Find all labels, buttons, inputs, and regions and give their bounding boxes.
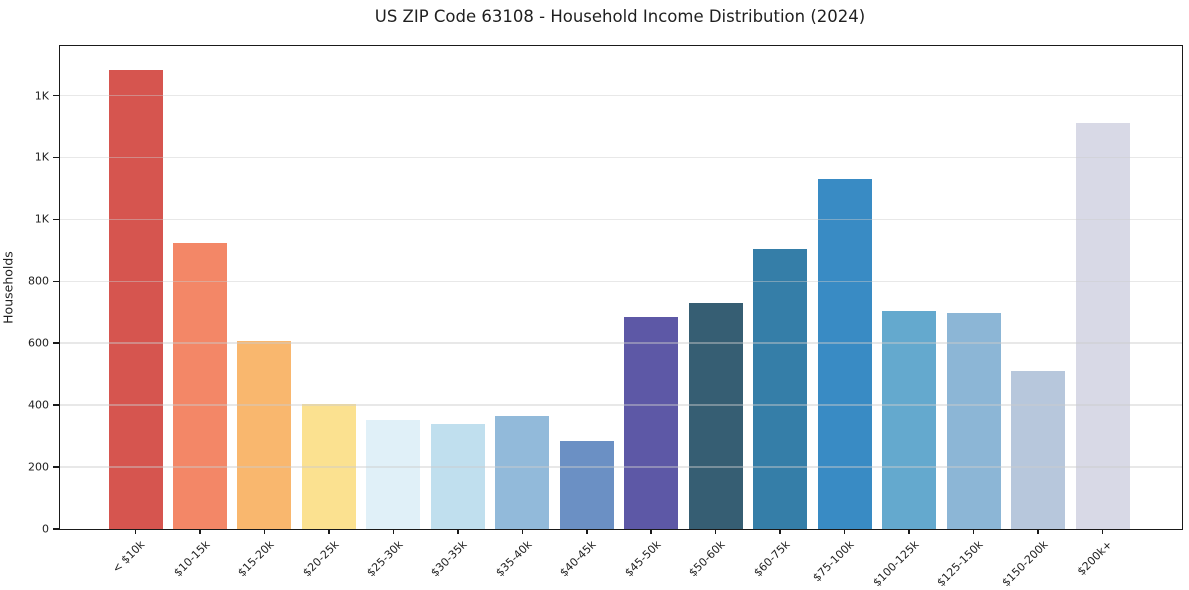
x-tick-label-text: $100-125k	[870, 538, 922, 590]
x-tick-mark	[199, 529, 201, 534]
bar	[1075, 122, 1130, 529]
y-tick-mark	[53, 528, 60, 530]
x-tick-mark	[1037, 529, 1039, 534]
x-tick-mark	[328, 529, 330, 534]
x-tick-label-text: $75-100k	[810, 538, 857, 585]
bar	[688, 302, 743, 529]
x-tick-label-text: $60-75k	[751, 538, 793, 580]
x-tick-label-text: $45-50k	[622, 538, 664, 580]
x-tick-label-text: $50-60k	[686, 538, 728, 580]
x-tick-mark	[585, 529, 588, 534]
y-axis-label: Households	[0, 251, 16, 324]
bar	[301, 403, 356, 529]
bar	[430, 424, 485, 529]
x-tick-label-text: $150-200k	[999, 538, 1051, 590]
x-tick-mark	[779, 529, 781, 534]
gridline	[60, 156, 1182, 159]
gridline	[60, 466, 1182, 468]
x-tick-mark	[843, 529, 846, 534]
x-tick-mark	[650, 529, 653, 534]
y-tick-label: 600	[28, 336, 49, 350]
bar	[237, 340, 292, 529]
bar	[108, 69, 163, 529]
y-tick-label: 200	[28, 460, 49, 474]
y-tick-label: 800	[28, 274, 49, 288]
bar	[559, 440, 614, 529]
y-tick-mark	[53, 156, 60, 159]
y-tick-label: 1K	[34, 150, 49, 164]
x-tick-label-text: $25-30k	[364, 538, 406, 580]
y-tick-mark	[53, 280, 60, 283]
y-tick-mark	[53, 466, 60, 468]
x-tick-label-text: $30-35k	[428, 538, 471, 580]
x-tick-label-text: $125-150k	[934, 538, 986, 590]
x-tick-mark	[263, 529, 266, 534]
x-tick-label-text: $15-20k	[235, 538, 277, 580]
bar	[753, 249, 808, 529]
bar	[946, 313, 1001, 529]
y-tick-label: 400	[28, 398, 49, 412]
gridline	[60, 342, 1182, 345]
x-tick-label-text: < $10k	[110, 538, 148, 576]
bar	[817, 178, 872, 529]
y-tick-mark	[53, 342, 60, 345]
gridline	[60, 280, 1182, 283]
plot-area: 0 200 400 600 800 1K 1K 1K < $10k $10-15k $15-20k…	[28, 45, 1183, 589]
y-tick-mark	[53, 218, 60, 221]
x-tick-mark	[457, 529, 459, 534]
y-tick-label: 1K	[34, 212, 49, 226]
x-tick-label-text: $20-25k	[299, 538, 342, 580]
x-tick-mark	[714, 529, 717, 534]
x-tick-mark	[521, 529, 524, 534]
gridline	[60, 404, 1182, 406]
y-tick-mark	[53, 404, 60, 406]
x-tick-mark	[134, 529, 137, 534]
x-tick-mark	[392, 529, 395, 534]
x-tick-mark	[908, 529, 910, 534]
x-tick-label-text: $40-45k	[557, 538, 599, 580]
chart-title: US ZIP Code 63108 - Household Income Dis…	[374, 7, 866, 26]
x-tick-label-text: $10-15k	[170, 538, 213, 580]
x-tick-mark	[972, 529, 975, 534]
y-tick-mark	[53, 94, 60, 97]
bar	[172, 242, 227, 529]
x-tick-label-text: $200k+	[1074, 538, 1115, 579]
bar	[624, 316, 679, 529]
x-tick-mark	[1101, 529, 1104, 534]
gridline	[60, 218, 1182, 221]
bar	[882, 311, 937, 529]
x-tick-label-text: $35-40k	[493, 538, 535, 580]
bar	[366, 420, 421, 529]
bar	[1011, 371, 1066, 529]
gridline	[60, 94, 1182, 97]
bar	[495, 415, 550, 529]
y-tick-label: 0	[42, 522, 49, 536]
y-tick-label: 1K	[34, 89, 49, 103]
